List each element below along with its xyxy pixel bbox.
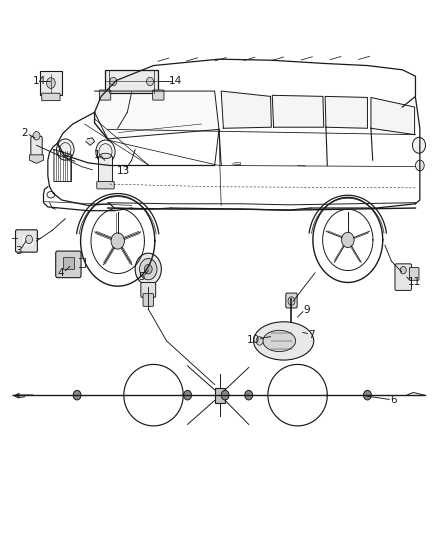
Text: 14: 14 <box>169 77 182 86</box>
Polygon shape <box>221 91 272 128</box>
Polygon shape <box>86 138 95 146</box>
FancyBboxPatch shape <box>42 93 60 101</box>
FancyBboxPatch shape <box>395 264 412 290</box>
Circle shape <box>145 264 152 274</box>
Circle shape <box>46 78 55 88</box>
FancyBboxPatch shape <box>99 90 111 100</box>
Polygon shape <box>272 95 324 127</box>
Circle shape <box>73 390 81 400</box>
Circle shape <box>416 160 424 171</box>
FancyBboxPatch shape <box>286 293 297 308</box>
Polygon shape <box>371 98 415 135</box>
Circle shape <box>147 77 153 86</box>
Circle shape <box>256 337 263 345</box>
Circle shape <box>60 143 71 157</box>
FancyBboxPatch shape <box>40 71 62 95</box>
FancyBboxPatch shape <box>31 136 42 157</box>
FancyBboxPatch shape <box>215 387 225 402</box>
Circle shape <box>184 390 191 400</box>
Circle shape <box>221 390 229 400</box>
Circle shape <box>342 232 354 247</box>
Text: 6: 6 <box>390 395 397 406</box>
FancyBboxPatch shape <box>143 294 153 306</box>
Text: 13: 13 <box>117 166 130 176</box>
Circle shape <box>57 139 74 160</box>
Circle shape <box>245 390 253 400</box>
Text: 5: 5 <box>138 272 145 282</box>
Text: 14: 14 <box>32 77 46 86</box>
Circle shape <box>99 144 112 160</box>
FancyBboxPatch shape <box>97 181 114 189</box>
Circle shape <box>111 233 124 249</box>
Text: 7: 7 <box>308 329 315 340</box>
Circle shape <box>25 235 32 244</box>
FancyBboxPatch shape <box>99 156 113 187</box>
Circle shape <box>140 259 157 280</box>
FancyBboxPatch shape <box>152 90 164 100</box>
Ellipse shape <box>100 154 111 159</box>
Ellipse shape <box>254 322 314 360</box>
Polygon shape <box>95 91 219 139</box>
FancyBboxPatch shape <box>106 70 158 93</box>
Circle shape <box>400 266 406 274</box>
Polygon shape <box>325 96 367 128</box>
Text: 3: 3 <box>15 246 21 255</box>
Ellipse shape <box>47 191 55 198</box>
Text: 11: 11 <box>408 278 421 287</box>
Circle shape <box>33 132 40 140</box>
Text: 1: 1 <box>94 150 101 160</box>
Text: 4: 4 <box>58 268 64 278</box>
Text: 10: 10 <box>247 335 260 345</box>
Circle shape <box>364 390 371 400</box>
Circle shape <box>96 140 115 164</box>
Polygon shape <box>29 155 43 164</box>
FancyBboxPatch shape <box>23 236 32 246</box>
Ellipse shape <box>263 330 296 352</box>
FancyBboxPatch shape <box>63 257 74 269</box>
Circle shape <box>110 77 117 86</box>
Text: 9: 9 <box>303 305 310 315</box>
Circle shape <box>288 297 295 305</box>
Text: 2: 2 <box>21 127 28 138</box>
Circle shape <box>413 138 426 154</box>
FancyBboxPatch shape <box>410 268 419 280</box>
Circle shape <box>135 253 161 285</box>
FancyBboxPatch shape <box>56 251 81 278</box>
FancyBboxPatch shape <box>15 230 37 252</box>
FancyBboxPatch shape <box>141 282 155 297</box>
